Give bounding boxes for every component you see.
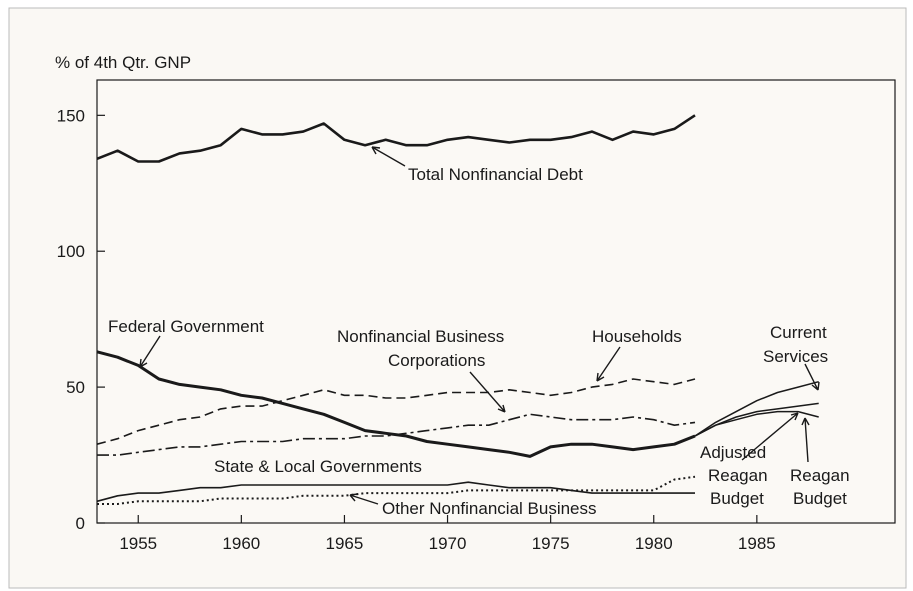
annotation: Households	[592, 327, 682, 346]
arrow	[596, 346, 621, 382]
annotation: Budget	[793, 489, 847, 508]
annotation: Other Nonfinancial Business	[382, 499, 597, 518]
x-tick-label: 1960	[222, 534, 260, 553]
y-axis-label: % of 4th Qtr. GNP	[55, 53, 191, 72]
x-tick-label: 1980	[635, 534, 673, 553]
annotation: Services	[763, 347, 828, 366]
x-tick-label: 1965	[326, 534, 364, 553]
annotation: Federal Government	[108, 317, 264, 336]
annotation: Reagan	[790, 466, 850, 485]
x-tick-label: 1985	[738, 534, 776, 553]
annotation: Total Nonfinancial Debt	[408, 165, 583, 184]
series-line	[694, 410, 819, 437]
series-line	[97, 413, 696, 456]
x-tick-label: 1975	[532, 534, 570, 553]
annotation: Budget	[710, 489, 764, 508]
annotation: Adjusted	[700, 443, 766, 462]
x-tick-label: 1970	[429, 534, 467, 553]
arrow	[371, 146, 406, 167]
annotation: Corporations	[388, 351, 485, 370]
annotation: Current	[770, 323, 827, 342]
annotation: Nonfinancial Business	[337, 327, 504, 346]
y-tick-label: 0	[76, 514, 85, 533]
x-tick-label: 1955	[119, 534, 157, 553]
series-line	[96, 378, 696, 445]
y-tick-label: 100	[57, 242, 85, 261]
arrow	[801, 417, 810, 463]
series-line	[96, 114, 696, 163]
arrow	[804, 363, 820, 391]
annotation: Reagan	[708, 466, 768, 485]
annotation: State & Local Governments	[214, 457, 422, 476]
series-line	[694, 380, 819, 437]
series-line	[96, 481, 695, 503]
arrow	[741, 412, 799, 461]
y-tick-label: 50	[66, 378, 85, 397]
y-tick-label: 150	[57, 106, 85, 125]
